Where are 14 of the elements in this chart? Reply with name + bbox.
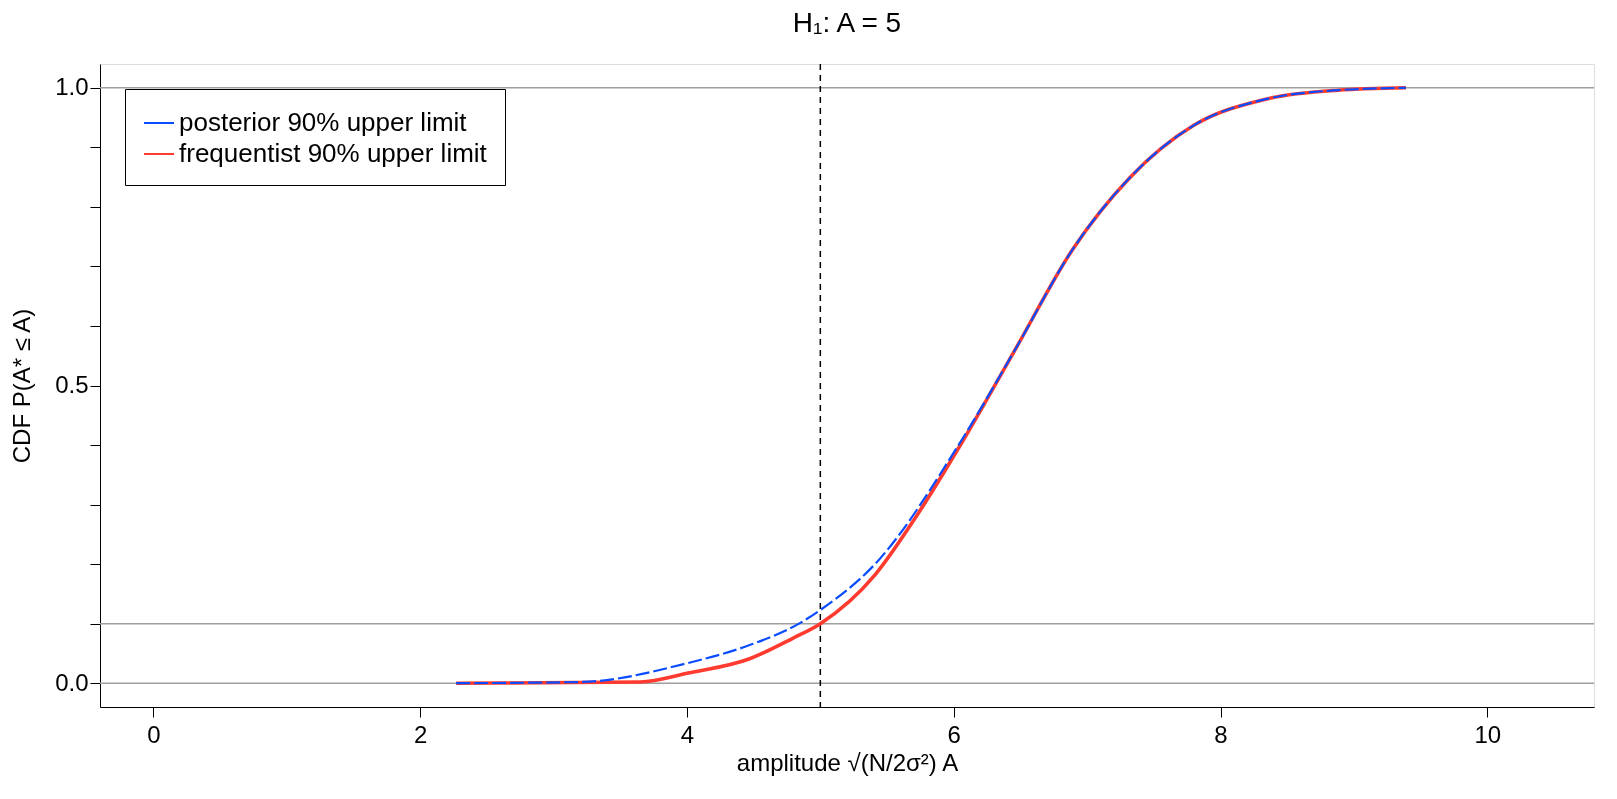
x-tick-label: 4 bbox=[680, 720, 695, 748]
y-axis-title: CDF P(A* ≤ A) bbox=[8, 308, 36, 464]
chart-title: H₁: A = 5 bbox=[792, 7, 902, 39]
x-tick-label: 2 bbox=[413, 720, 428, 748]
legend-label: frequentist 90% upper limit bbox=[179, 138, 488, 168]
x-axis-title: amplitude √(N/2σ²) A bbox=[736, 748, 959, 776]
x-tick-label: 6 bbox=[947, 720, 961, 748]
x-tick-label: 10 bbox=[1474, 720, 1502, 748]
y-tick-label: 1.0 bbox=[55, 73, 89, 101]
y-tick-label: 0.5 bbox=[55, 371, 89, 398]
x-tick-label: 8 bbox=[1214, 720, 1228, 748]
y-tick-label: 0.0 bbox=[55, 668, 89, 696]
x-tick-label: 0 bbox=[147, 720, 161, 748]
legend-label: posterior 90% upper limit bbox=[179, 107, 468, 137]
